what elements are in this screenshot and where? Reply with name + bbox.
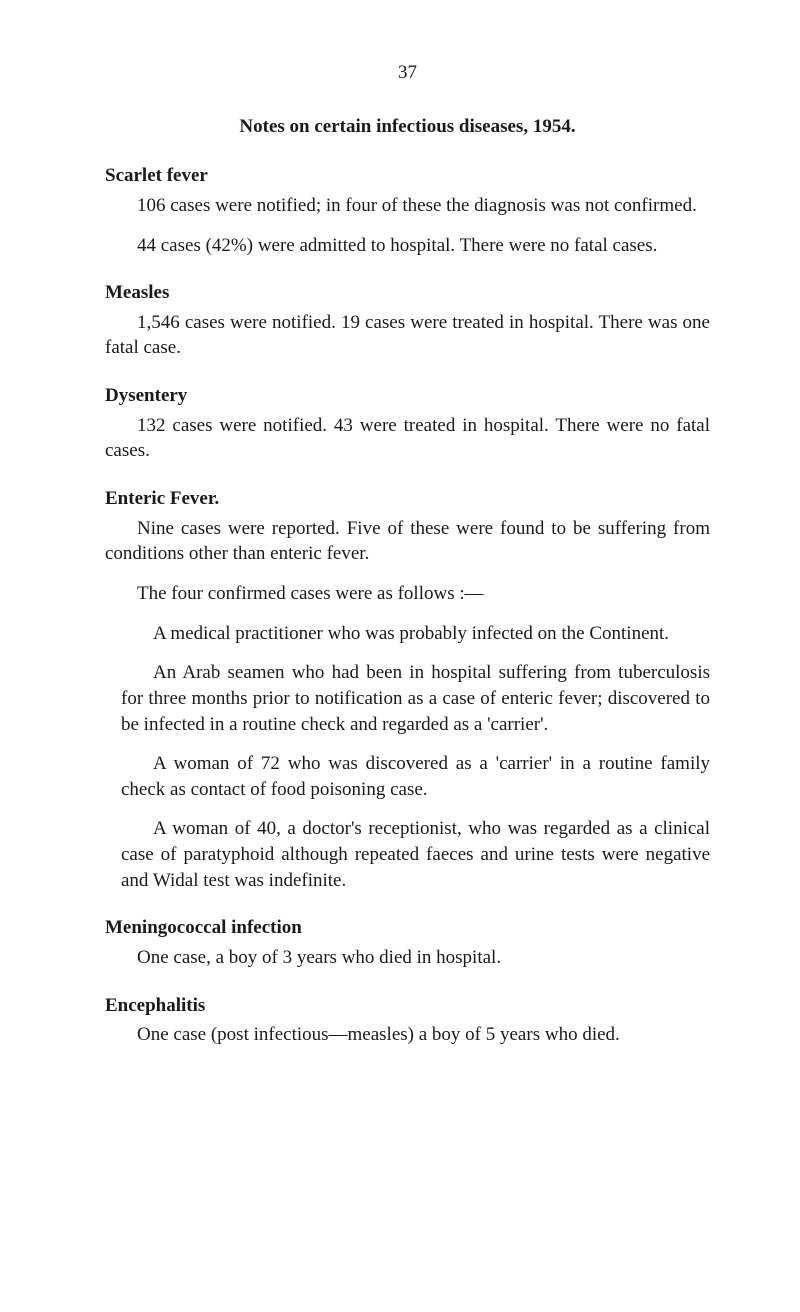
scarlet-fever-heading: Scarlet fever bbox=[105, 163, 710, 189]
encephalitis-heading: Encephalitis bbox=[105, 993, 710, 1019]
enteric-fever-para-1: Nine cases were reported. Five of these … bbox=[105, 516, 710, 567]
measles-heading: Measles bbox=[105, 280, 710, 306]
enteric-fever-para-2: The four confirmed cases were as follows… bbox=[105, 581, 710, 607]
enteric-fever-case-1: A medical practitioner who was probably … bbox=[105, 621, 710, 647]
meningococcal-heading: Meningococcal infection bbox=[105, 915, 710, 941]
meningococcal-para-1: One case, a boy of 3 years who died in h… bbox=[105, 945, 710, 971]
dysentery-heading: Dysentery bbox=[105, 383, 710, 409]
page-number: 37 bbox=[105, 60, 710, 86]
enteric-fever-case-4: A woman of 40, a doctor's receptionist, … bbox=[105, 816, 710, 893]
measles-para-1: 1,546 cases were notified. 19 cases were… bbox=[105, 310, 710, 361]
dysentery-para-1: 132 cases were notified. 43 were treated… bbox=[105, 413, 710, 464]
enteric-fever-case-2: An Arab seamen who had been in hospital … bbox=[105, 660, 710, 737]
enteric-fever-case-3: A woman of 72 who was discovered as a 'c… bbox=[105, 751, 710, 802]
scarlet-fever-para-2: 44 cases (42%) were admitted to hospital… bbox=[105, 233, 710, 259]
scarlet-fever-para-1: 106 cases were notified; in four of thes… bbox=[105, 193, 710, 219]
encephalitis-para-1: One case (post infectious—measles) a boy… bbox=[105, 1022, 710, 1048]
enteric-fever-heading: Enteric Fever. bbox=[105, 486, 710, 512]
main-title: Notes on certain infectious diseases, 19… bbox=[105, 114, 710, 140]
